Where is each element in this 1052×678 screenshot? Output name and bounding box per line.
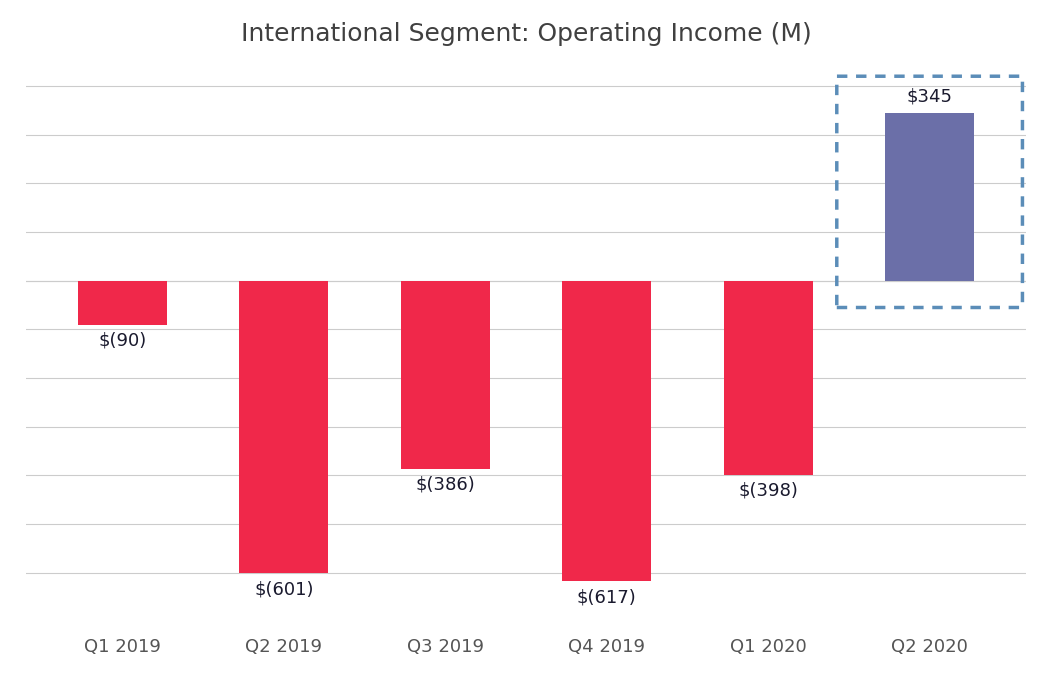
Bar [240, 281, 328, 574]
Text: $(617): $(617) [576, 589, 636, 606]
Text: $(90): $(90) [98, 332, 146, 350]
Bar [78, 281, 167, 325]
Text: $345: $345 [907, 87, 953, 106]
Bar [563, 281, 651, 581]
Text: $(601): $(601) [255, 580, 313, 599]
Bar [401, 281, 489, 468]
Bar [885, 113, 974, 281]
Text: $(386): $(386) [416, 476, 476, 494]
Title: International Segment: Operating Income (M): International Segment: Operating Income … [241, 22, 811, 46]
Text: $(398): $(398) [739, 482, 798, 500]
Bar [724, 281, 812, 475]
